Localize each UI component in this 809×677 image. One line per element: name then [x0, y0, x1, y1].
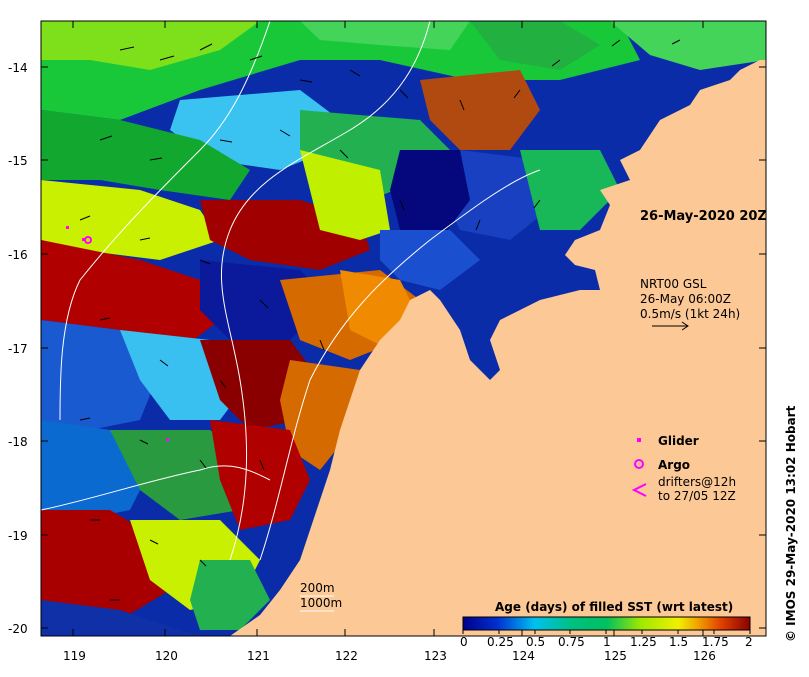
current-model-label: NRT00 GSL [640, 277, 707, 291]
glider-legend-label: Glider [658, 434, 699, 448]
imos-credit: © IMOS 29-May-2020 13:02 Hobart [784, 405, 798, 642]
lon-tick-label: 124 [512, 649, 535, 663]
drifter-legend-label-line1: drifters@12h [658, 475, 736, 489]
lat-tick-label: -18 [8, 435, 28, 449]
current-time-label: 26-May 06:00Z [640, 292, 731, 306]
colorbar-tick-label: 0.25 [487, 635, 514, 649]
contour-200m-label: 200m [300, 581, 335, 595]
colorbar-tick-label: 1.5 [669, 635, 688, 649]
argo-legend-symbol [634, 459, 644, 469]
lon-tick-label: 123 [424, 649, 447, 663]
longitude-axis [72, 21, 704, 636]
contour-legend: 200m 1000m [300, 581, 342, 612]
lat-tick-label: -14 [8, 61, 28, 75]
lat-tick-label: -15 [8, 154, 28, 168]
plot-frame [40, 20, 767, 637]
glider-legend-symbol [637, 438, 641, 442]
lon-tick-label: 121 [247, 649, 270, 663]
colorbar-tick-label: 0 [460, 635, 468, 649]
latitude-axis [41, 66, 766, 629]
lat-tick-label: -16 [8, 248, 28, 262]
colorbar-tick-label: 0.75 [558, 635, 585, 649]
bathymetry-contours [41, 21, 541, 561]
colorbar-tick-label: 1.25 [630, 635, 657, 649]
current-scale-label: 0.5m/s (1kt 24h) [640, 307, 740, 321]
sst-age-field [41, 21, 766, 636]
lat-tick-label: -19 [8, 529, 28, 543]
contour-1000m-label: 1000m [300, 596, 342, 610]
map-plot-area [41, 21, 766, 636]
map-glider-markers [66, 226, 169, 441]
lon-tick-label: 120 [155, 649, 178, 663]
lat-tick-label: -20 [8, 622, 28, 636]
lon-tick-label: 125 [604, 649, 627, 663]
current-scale-arrow [652, 321, 689, 331]
land-mass [230, 60, 766, 636]
current-info: NRT00 GSL 26-May 06:00Z 0.5m/s (1kt 24h) [640, 277, 740, 331]
colorbar-tick-label: 1 [603, 635, 611, 649]
colorbar-title: Age (days) of filled SST (wrt latest) [495, 600, 733, 614]
lat-tick-label: -17 [8, 342, 28, 356]
drifter-legend-label-line2: to 27/05 12Z [658, 489, 736, 503]
lon-tick-label: 126 [693, 649, 716, 663]
colorbar-gradient [462, 616, 751, 631]
colorbar: Age (days) of filled SST (wrt latest) [460, 600, 753, 649]
lon-tick-label: 119 [63, 649, 86, 663]
marker-legend: Glider Argo drifters@12h to 27/05 12Z [631, 434, 736, 503]
colorbar-tick-label: 0.5 [526, 635, 545, 649]
colorbar-tick-label: 1.75 [702, 635, 729, 649]
drifter-legend-symbol [631, 483, 647, 497]
lon-tick-label: 122 [335, 649, 358, 663]
current-vectors [79, 39, 681, 601]
colorbar-tick-label: 2 [745, 635, 753, 649]
map-date-label: 26-May-2020 20Z [640, 209, 767, 224]
map-argo-marker [84, 236, 92, 244]
argo-legend-label: Argo [658, 458, 690, 472]
